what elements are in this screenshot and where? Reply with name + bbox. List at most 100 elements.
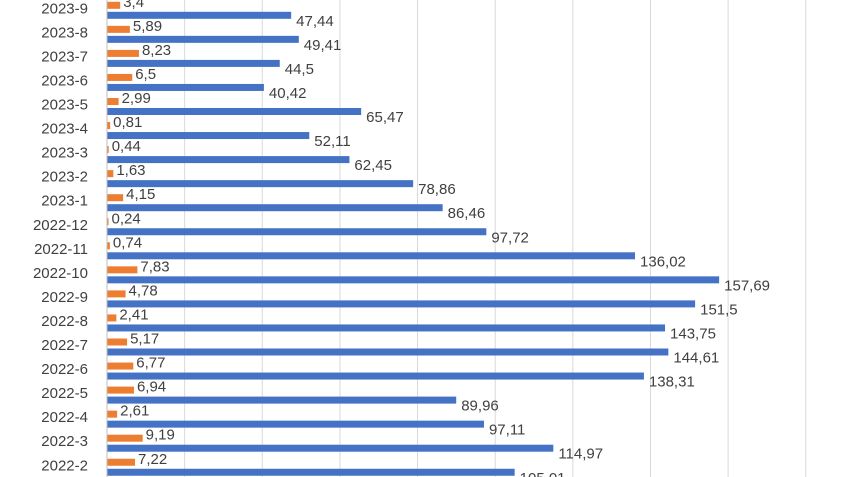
bar-series-2 [107, 252, 636, 260]
category-label: 2022-9 [41, 289, 88, 306]
data-label-series-2: 52,11 [314, 133, 350, 150]
category-label: 2022-2 [41, 457, 88, 474]
bar-series-2 [107, 444, 554, 452]
data-label-series-1: 6,5 [135, 66, 156, 83]
bar-series-1 [107, 386, 134, 394]
data-label-series-2: 78,86 [418, 181, 456, 198]
bar-series-2 [107, 468, 515, 476]
data-label-series-1: 2,99 [122, 90, 151, 107]
data-label-series-2: 49,41 [304, 37, 342, 54]
bar-series-1 [107, 434, 143, 442]
category-label: 2023-5 [41, 97, 88, 114]
bar-series-2 [107, 83, 264, 91]
data-label-series-2: 138,31 [649, 374, 695, 391]
bar-series-1 [107, 314, 117, 322]
data-label-series-1: 0,24 [112, 210, 141, 227]
data-label-series-1: 0,81 [113, 114, 142, 131]
category-label: 2023-7 [41, 48, 88, 65]
data-label-series-1: 8,23 [142, 42, 171, 59]
bar-series-2 [107, 228, 487, 236]
bar-series-2 [107, 276, 720, 284]
data-label-series-1: 9,19 [146, 427, 175, 444]
bar-series-1 [107, 73, 133, 81]
bar-series-1 [107, 25, 130, 33]
bar-series-2 [107, 372, 644, 380]
bar-series-2 [107, 35, 299, 43]
category-label: 2022-4 [41, 409, 88, 426]
data-label-series-1: 6,94 [137, 379, 166, 396]
category-label: 2023-8 [41, 24, 88, 41]
category-label: 2022-12 [33, 217, 88, 234]
bar-series-2 [107, 180, 414, 188]
category-label: 2022-6 [41, 361, 88, 378]
bar-series-1 [107, 242, 110, 250]
data-label-series-2: 65,47 [366, 109, 404, 126]
labels: 2023-9 3,4 47,44 2023-8 5,89 49,41 2023-7 8,23 4… [33, 0, 770, 477]
data-label-series-1: 7,83 [140, 258, 169, 275]
data-label-series-1: 4,78 [129, 282, 158, 299]
data-label-series-1: 7,22 [138, 451, 167, 468]
data-label-series-2: 143,75 [670, 325, 716, 342]
data-label-series-2: 105,01 [520, 470, 566, 477]
category-label: 2023-4 [41, 121, 88, 138]
data-label-series-2: 157,69 [724, 277, 770, 294]
category-label: 2022-10 [33, 265, 88, 282]
data-label-series-2: 89,96 [461, 398, 499, 415]
category-label: 2022-7 [41, 337, 88, 354]
bar-series-2 [107, 300, 696, 308]
bar-series-1 [107, 458, 136, 466]
bar-series-2 [107, 108, 362, 115]
data-label-series-2: 47,44 [296, 13, 334, 30]
bar-series-2 [107, 59, 280, 67]
data-label-series-1: 0,44 [112, 138, 141, 155]
data-label-series-2: 144,61 [673, 350, 719, 367]
bar-series-1 [107, 338, 128, 346]
bars [107, 1, 720, 476]
data-label-series-2: 86,46 [448, 205, 486, 222]
bar-series-1 [107, 122, 111, 130]
category-label: 2023-3 [41, 145, 88, 162]
data-label-series-1: 5,17 [130, 331, 159, 348]
category-label: 2023-6 [41, 72, 88, 89]
bar-series-1 [107, 1, 121, 9]
bar-series-1 [107, 410, 118, 418]
bar-series-1 [107, 194, 124, 202]
category-label: 2022-5 [41, 385, 88, 402]
bar-series-2 [107, 132, 310, 140]
bar-series-1 [107, 146, 109, 154]
bar-series-2 [107, 348, 669, 356]
data-label-series-2: 44,5 [285, 61, 314, 78]
data-label-series-1: 5,89 [133, 18, 162, 35]
data-label-series-1: 6,77 [136, 355, 165, 372]
data-label-series-2: 151,5 [700, 301, 738, 318]
category-label: 2023-2 [41, 169, 88, 186]
bar-series-1 [107, 170, 114, 178]
gridlines [184, 0, 807, 477]
category-label: 2023-9 [41, 0, 88, 17]
data-label-series-2: 114,97 [558, 446, 603, 463]
bar-series-2 [107, 396, 457, 404]
bar-series-2 [107, 324, 666, 332]
bar-series-1 [107, 98, 119, 105]
data-label-series-2: 40,42 [269, 85, 307, 102]
data-label-series-2: 97,72 [491, 229, 529, 246]
bar-series-1 [107, 218, 109, 226]
category-label: 2022-11 [34, 241, 88, 258]
data-label-series-2: 136,02 [640, 253, 686, 270]
data-label-series-1: 1,63 [116, 162, 145, 179]
data-label-series-2: 97,11 [489, 422, 525, 439]
bar-series-2 [107, 156, 350, 164]
data-label-series-1: 4,15 [126, 186, 155, 203]
data-label-series-1: 2,41 [119, 306, 148, 323]
bar-series-2 [107, 204, 443, 212]
data-label-series-2: 62,45 [354, 157, 392, 174]
data-label-series-1: 0,74 [113, 234, 142, 251]
category-label: 2023-1 [41, 193, 88, 210]
data-label-series-1: 3,4 [123, 0, 144, 11]
category-label: 2022-3 [41, 433, 88, 450]
category-label: 2022-8 [41, 313, 88, 330]
bar-series-1 [107, 362, 134, 370]
bar-series-1 [107, 266, 138, 274]
data-label-series-1: 2,61 [120, 403, 149, 420]
